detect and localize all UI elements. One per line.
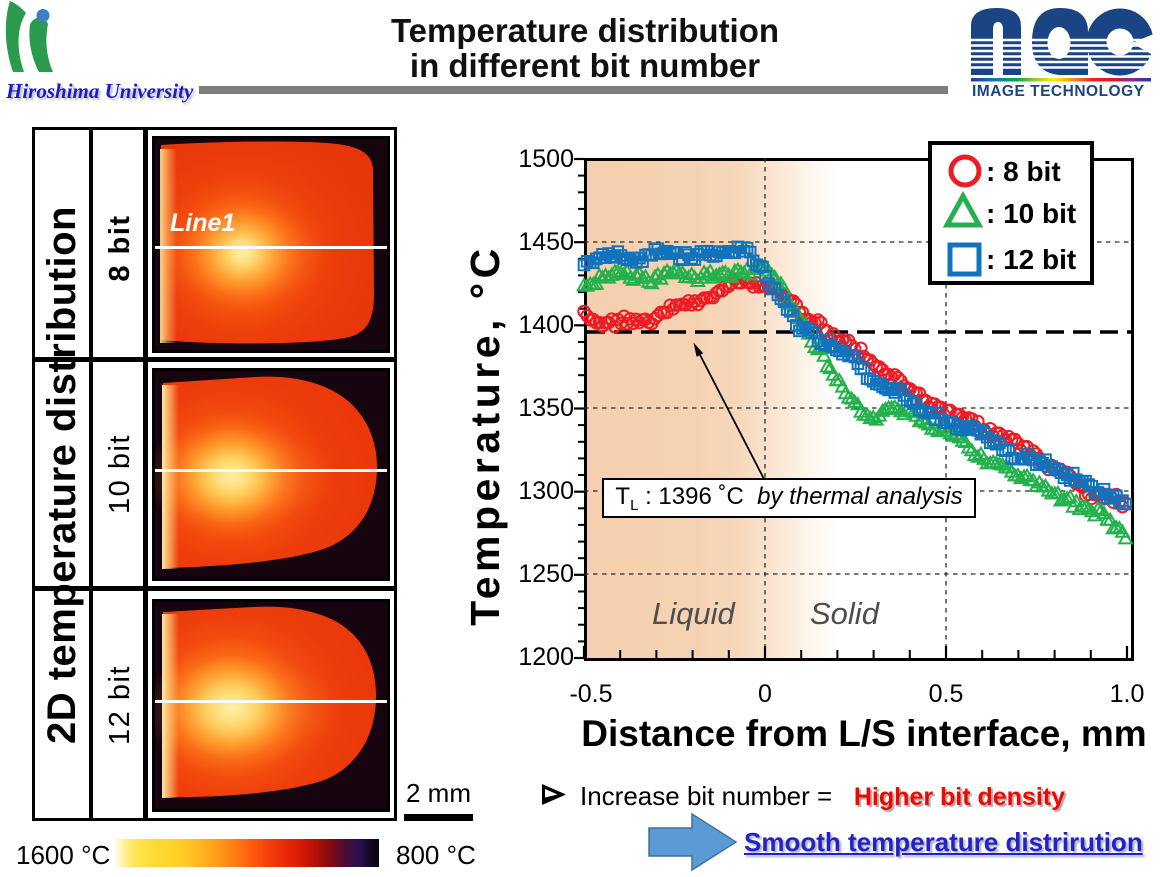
svg-text:: 10 bit: : 10 bit [986,198,1076,229]
svg-text:IMAGE TECHNOLOGY: IMAGE TECHNOLOGY [972,83,1145,100]
svg-text:: 12 bit: : 12 bit [986,244,1076,275]
svg-text:: 8 bit: : 8 bit [986,156,1061,187]
